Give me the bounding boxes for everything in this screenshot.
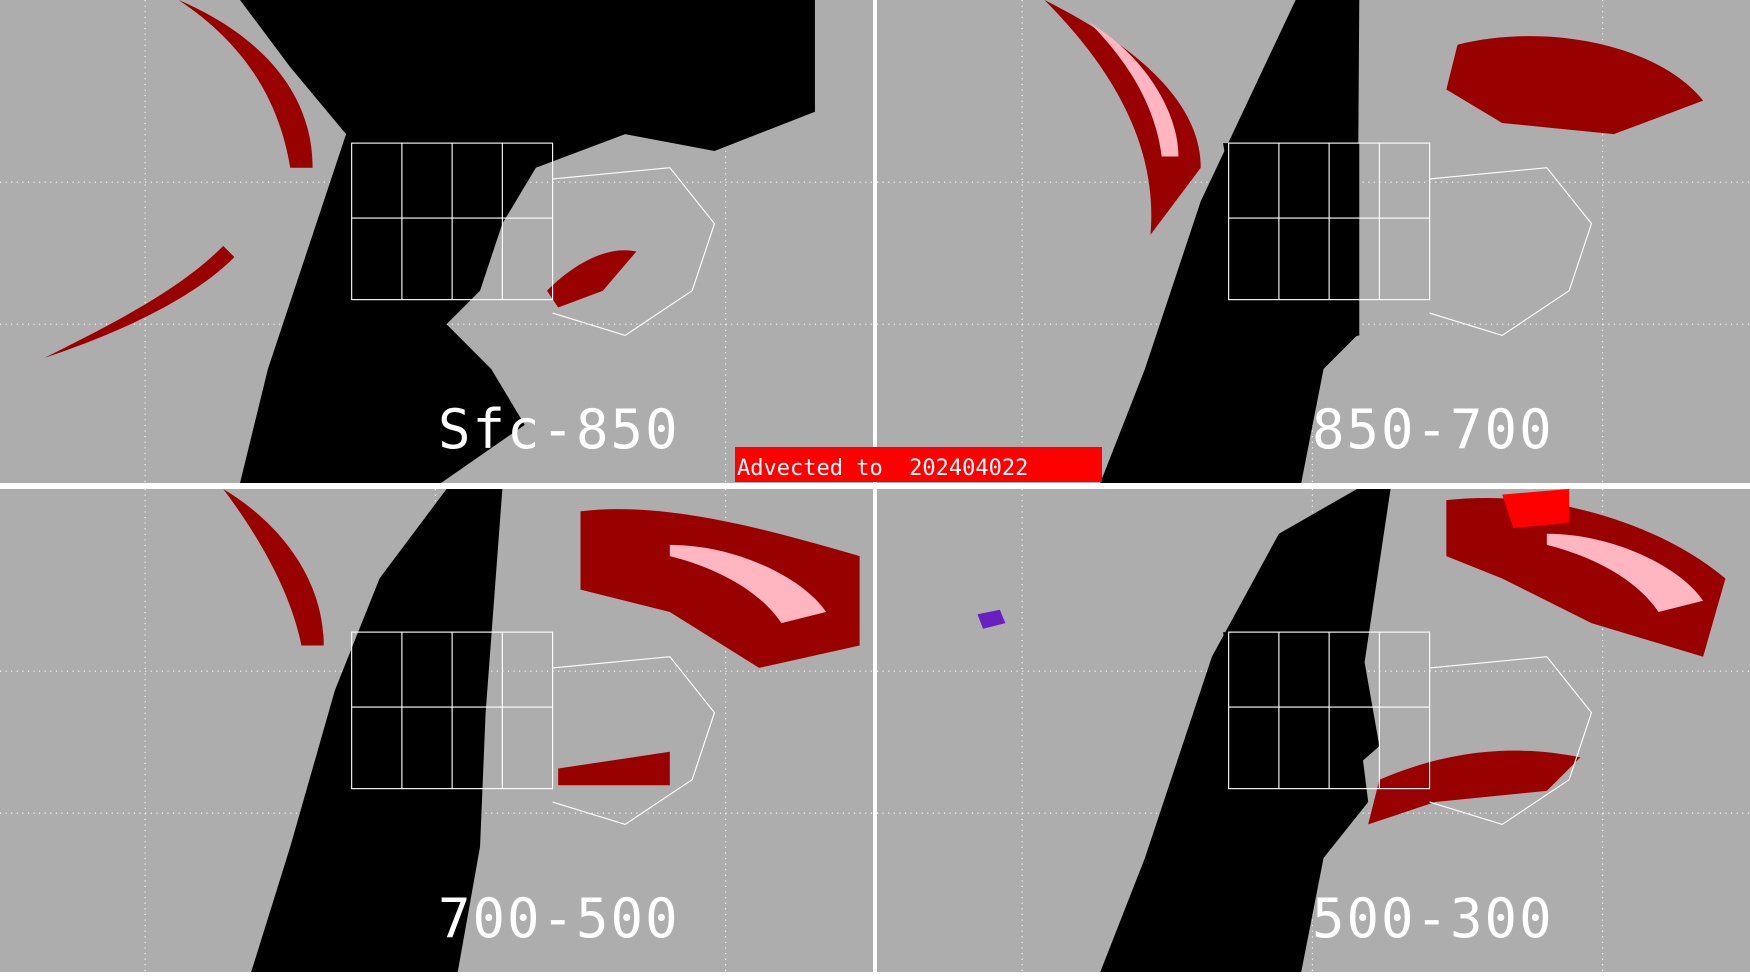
panel-850-700: 850-700 [877,0,1750,483]
advected-date-banner: Advected to 202404022 [735,447,1102,482]
panel-sfc-850: Sfc-850 [0,0,873,483]
layer-label: 850-700 [1312,398,1554,461]
layer-label: 700-500 [438,887,680,950]
map-850-700 [877,0,1750,483]
panel-500-300: 500-300 [877,489,1750,972]
map-700-500 [0,489,873,972]
map-500-300 [877,489,1750,972]
layer-label: Sfc-850 [438,398,680,461]
layer-label: 500-300 [1312,887,1554,950]
panel-700-500: 700-500 [0,489,873,972]
map-sfc-850 [0,0,873,483]
